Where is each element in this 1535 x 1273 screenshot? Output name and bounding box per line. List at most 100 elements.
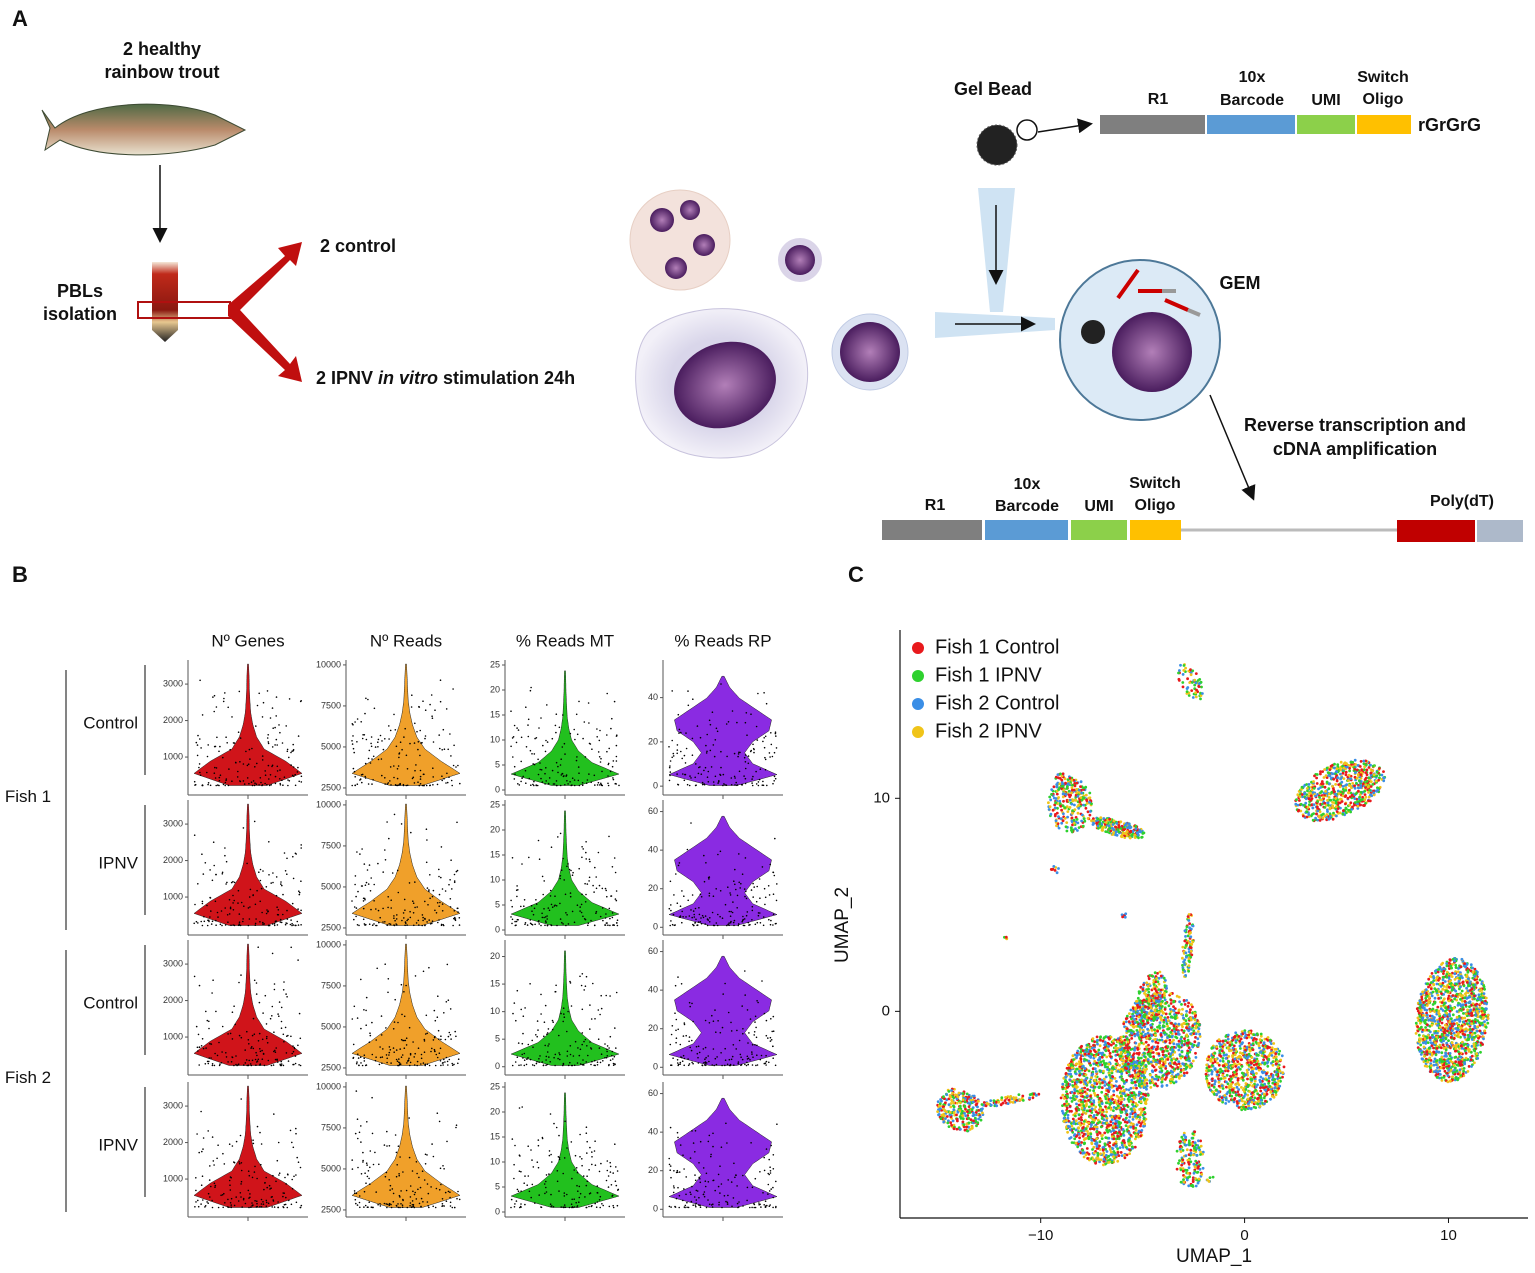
- jitter-dot: [762, 784, 765, 787]
- jitter-dot: [724, 1047, 726, 1050]
- jitter-dot: [676, 902, 679, 904]
- jitter-dot: [546, 1051, 549, 1053]
- jitter-dot: [362, 1151, 364, 1154]
- jitter-dot: [570, 869, 572, 872]
- jitter-dot: [409, 1204, 411, 1207]
- jitter-dot: [672, 913, 675, 916]
- umap-dot: [1066, 778, 1070, 781]
- jitter-dot: [211, 1199, 213, 1202]
- jitter-dot: [749, 1206, 751, 1209]
- umap-dot: [1473, 1031, 1477, 1035]
- jitter-dot: [414, 722, 416, 725]
- jitter-dot: [449, 1191, 451, 1193]
- jitter-dot: [401, 748, 403, 751]
- jitter-dot: [268, 874, 270, 876]
- umap-dot: [1056, 806, 1059, 810]
- jitter-dot: [510, 710, 512, 712]
- jitter-dot: [236, 1064, 238, 1067]
- jitter-dot: [352, 747, 355, 750]
- jitter-dot: [224, 692, 226, 694]
- jitter-dot: [215, 706, 218, 708]
- jitter-dot: [756, 739, 759, 741]
- jitter-dot: [426, 921, 428, 923]
- jitter-dot: [543, 880, 545, 882]
- jitter-dot: [351, 1168, 354, 1170]
- jitter-dot: [513, 724, 516, 727]
- umap-dot: [1348, 788, 1351, 792]
- jitter-dot: [577, 1047, 579, 1049]
- jitter-dot: [753, 1202, 755, 1205]
- jitter-dot: [606, 1045, 609, 1047]
- jitter-dot: [585, 893, 587, 896]
- jitter-dot: [559, 784, 562, 787]
- jitter-dot: [267, 764, 270, 767]
- umap-dot: [1334, 792, 1337, 796]
- jitter-dot: [252, 1047, 255, 1050]
- jitter-dot: [245, 750, 247, 753]
- jitter-dot: [424, 924, 426, 927]
- group-label: Fish 2: [5, 1068, 51, 1087]
- umap-dot: [1071, 811, 1074, 815]
- jitter-dot: [558, 1052, 560, 1054]
- jitter-dot: [269, 717, 272, 719]
- jitter-dot: [725, 784, 728, 786]
- umap-dot: [1048, 805, 1052, 809]
- umap-dot: [1194, 681, 1198, 685]
- jitter-dot: [585, 1184, 588, 1187]
- oligos: [1116, 268, 1201, 317]
- jitter-dot: [416, 730, 418, 733]
- jitter-dot: [351, 900, 353, 902]
- y-tick-label: 2000: [163, 715, 183, 725]
- jitter-dot: [257, 1058, 260, 1061]
- jitter-dot: [390, 784, 392, 786]
- jitter-dot: [384, 783, 387, 785]
- jitter-dot: [526, 924, 529, 926]
- jitter-dot: [242, 918, 244, 920]
- umap-dot: [1339, 768, 1343, 772]
- jitter-dot: [458, 917, 461, 919]
- jitter-dot: [291, 922, 293, 925]
- jitter-dot: [522, 1032, 524, 1035]
- pbls-label: isolation: [43, 304, 117, 324]
- jitter-dot: [371, 1132, 374, 1135]
- umap-dot: [1129, 830, 1133, 834]
- jitter-dot: [413, 924, 415, 927]
- jitter-dot: [385, 1054, 388, 1056]
- umap-dot: [1432, 1046, 1435, 1050]
- umap-dot: [1343, 761, 1347, 765]
- jitter-dot: [606, 922, 608, 924]
- jitter-dot: [235, 1140, 238, 1143]
- jitter-dot: [582, 1063, 585, 1066]
- jitter-dot: [222, 756, 224, 759]
- jitter-dot: [710, 1155, 712, 1158]
- jitter-dot: [708, 892, 711, 895]
- jitter-dot: [207, 744, 209, 746]
- y-tick-label: 7500: [321, 1122, 341, 1132]
- jitter-dot: [731, 911, 734, 914]
- umap-dot: [1332, 777, 1336, 781]
- jitter-dot: [225, 736, 227, 738]
- jitter-dot: [439, 1047, 442, 1050]
- jitter-dot: [520, 760, 522, 763]
- cell: [840, 322, 900, 382]
- jitter-dot: [262, 923, 264, 925]
- umap-dot: [1068, 798, 1072, 802]
- umap-dot: [1440, 1079, 1444, 1082]
- umap-dot: [1299, 802, 1303, 806]
- jitter-dot: [690, 822, 692, 824]
- jitter-dot: [694, 921, 696, 924]
- jitter-dot: [431, 717, 434, 719]
- jitter-dot: [755, 1036, 758, 1039]
- jitter-dot: [209, 1165, 211, 1167]
- umap-dot: [1084, 785, 1088, 789]
- jitter-dot: [591, 1151, 593, 1153]
- umap-dot: [1128, 826, 1132, 830]
- jitter-dot: [535, 903, 538, 905]
- jitter-dot: [528, 777, 531, 780]
- panel-b: Nº Genes Nº Reads% Reads MT% Reads RPFish…: [5, 631, 783, 1221]
- jitter-dot: [291, 902, 294, 905]
- jitter-dot: [387, 978, 390, 980]
- jitter-dot: [249, 1193, 251, 1195]
- jitter-dot: [608, 1047, 610, 1049]
- jitter-dot: [371, 1053, 374, 1056]
